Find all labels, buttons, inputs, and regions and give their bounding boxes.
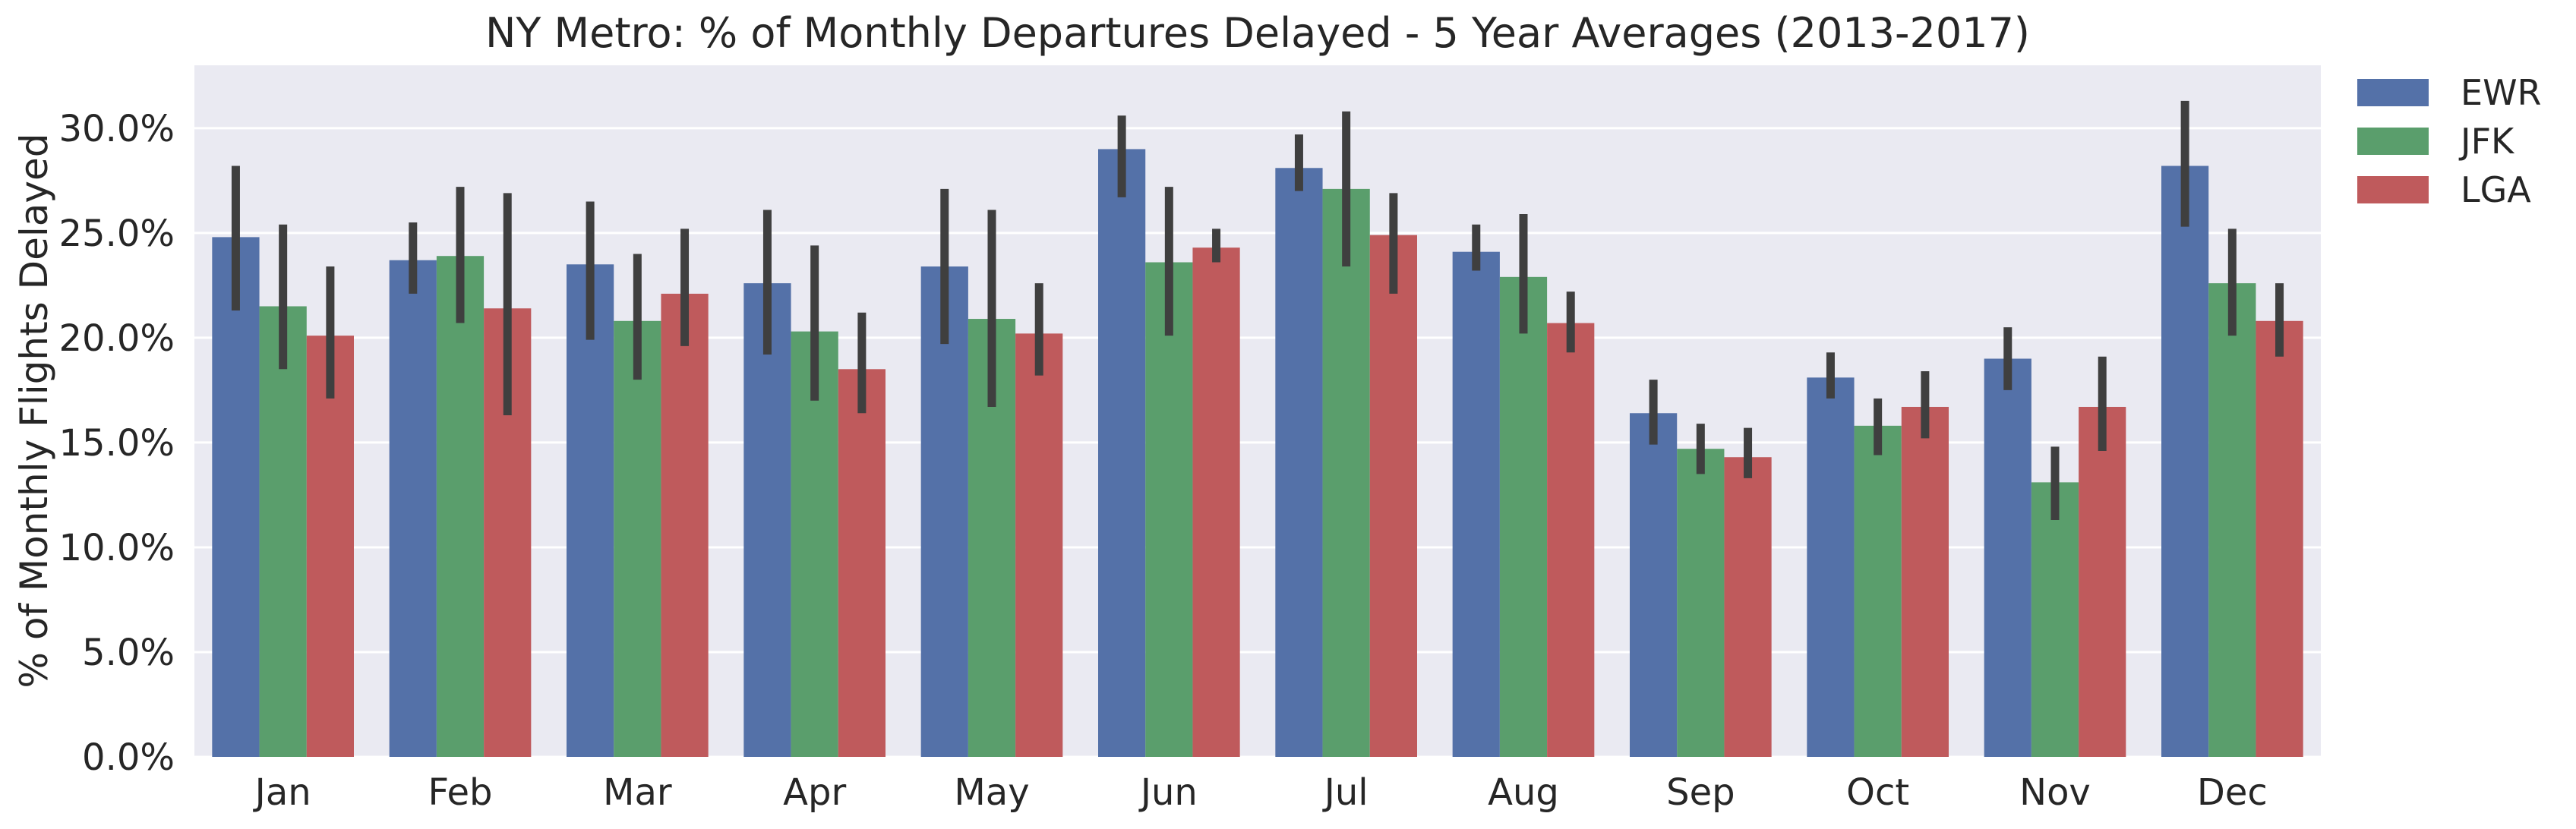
bar-ewr-sep: [1630, 413, 1678, 757]
x-tick-label: Mar: [603, 771, 672, 814]
gridlines: [194, 127, 2321, 758]
bars: [212, 149, 2303, 758]
chart-title: NY Metro: % of Monthly Departures Delaye…: [485, 9, 2030, 57]
bar-jfk-jan: [259, 306, 307, 757]
bar-ewr-feb: [389, 260, 437, 758]
bar-lga-jan: [306, 336, 354, 758]
legend-swatch-lga: [2357, 176, 2429, 203]
x-tick-label: Sep: [1666, 771, 1735, 814]
bar-lga-jun: [1192, 247, 1240, 757]
bar-jfk-aug: [1499, 276, 1548, 758]
bar-lga-apr: [838, 369, 886, 757]
bar-lga-nov: [2079, 406, 2126, 757]
bar-ewr-nov: [1984, 358, 2031, 757]
bar-jfk-apr: [791, 331, 838, 758]
y-tick-label: 5.0%: [82, 632, 175, 674]
plot-background: [194, 65, 2321, 757]
bar-lga-mar: [661, 293, 709, 757]
bar-lga-may: [1015, 333, 1063, 758]
x-tick-label: May: [954, 771, 1029, 814]
x-tick-label: Oct: [1846, 771, 1909, 814]
legend-label-ewr: EWR: [2461, 72, 2542, 113]
x-tick-label: Apr: [783, 771, 846, 814]
bar-jfk-sep: [1677, 449, 1725, 757]
legend-label-jfk: JFK: [2458, 121, 2515, 162]
bar-lga-sep: [1724, 457, 1772, 757]
x-tick-label: Nov: [2019, 771, 2091, 814]
bar-lga-dec: [2256, 320, 2303, 757]
legend: EWR JFK LGA: [2357, 72, 2542, 210]
y-tick-label: 10.0%: [59, 527, 175, 569]
bar-lga-oct: [1901, 406, 1949, 757]
bar-ewr-dec: [2161, 165, 2209, 757]
bar-jfk-jun: [1145, 262, 1193, 758]
bar-lga-jul: [1369, 235, 1417, 757]
bar-jfk-oct: [1854, 425, 1902, 757]
bar-jfk-feb: [436, 256, 485, 757]
y-tick-label: 0.0%: [82, 736, 175, 779]
y-tick-label: 30.0%: [59, 108, 175, 150]
x-tick-label: Jun: [1138, 771, 1198, 814]
y-tick-label: 25.0%: [59, 213, 175, 255]
bar-jfk-jul: [1322, 188, 1370, 758]
legend-label-lga: LGA: [2461, 169, 2531, 210]
bar-ewr-apr: [743, 283, 791, 757]
x-tick-label: Feb: [428, 771, 493, 814]
bar-jfk-nov: [2031, 482, 2079, 757]
y-tick-label: 15.0%: [59, 422, 175, 465]
y-tick-label: 20.0%: [59, 317, 175, 360]
x-tick-label: Jan: [253, 771, 311, 814]
bar-ewr-mar: [567, 264, 614, 757]
legend-swatch-ewr: [2357, 79, 2429, 106]
bar-ewr-may: [920, 266, 968, 757]
bar-ewr-jun: [1098, 149, 1146, 757]
bar-lga-aug: [1547, 323, 1595, 757]
x-tick-labels: Jan Feb Mar Apr May Jun Jul Aug Sep Oct Nov Dec: [253, 771, 2268, 814]
error-bars: [231, 100, 2284, 521]
y-tick-labels: 0.0% 5.0% 10.0% 15.0% 20.0% 25.0% 30.0%: [59, 108, 175, 779]
x-tick-label: Jul: [1322, 771, 1368, 814]
x-tick-label: Aug: [1488, 771, 1559, 814]
bar-jfk-dec: [2208, 283, 2256, 757]
x-tick-label: Dec: [2197, 771, 2268, 814]
bar-ewr-jul: [1275, 168, 1323, 757]
legend-swatch-jfk: [2357, 128, 2429, 155]
y-axis-label: % of Monthly Flights Delayed: [12, 134, 56, 689]
bar-ewr-aug: [1452, 251, 1500, 757]
bar-ewr-jan: [212, 237, 260, 757]
bar-jfk-mar: [614, 320, 661, 757]
bar-ewr-oct: [1807, 377, 1855, 757]
